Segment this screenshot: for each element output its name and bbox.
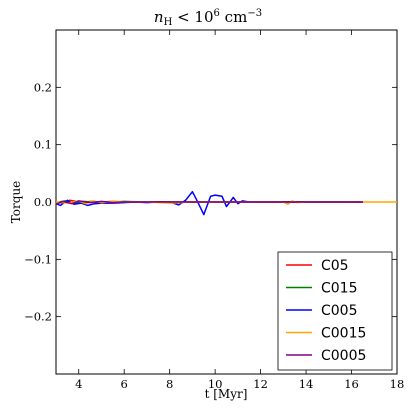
title-mid: < 10	[172, 8, 213, 26]
x-tick-label: 6	[121, 377, 128, 391]
legend-label: C0005	[321, 348, 366, 364]
y-tick-label: 0.1	[34, 138, 52, 152]
ticks: 4 6 8 10 12 14 16 18 0.2 0.1 0.0 −0.1 −0.2	[24, 30, 404, 391]
title-exp: 6	[214, 8, 220, 19]
y-tick-label: −0.2	[24, 310, 52, 324]
series-line-c0005	[55, 200, 363, 205]
series-lines	[55, 190, 397, 216]
x-tick-label: 8	[166, 377, 173, 391]
legend-label: C005	[321, 303, 358, 319]
legend-label: C015	[321, 281, 358, 297]
title-sub: H	[164, 17, 173, 28]
title-unit-exp: −3	[247, 8, 262, 19]
legend: C05 C015 C005 C0015 C0005	[277, 251, 393, 371]
x-tick-label: 18	[390, 377, 405, 391]
title-n: n	[154, 8, 164, 26]
title-unit: cm	[220, 8, 247, 26]
y-tick-label: 0.2	[34, 80, 52, 94]
chart-title: nH < 106 cm−3	[154, 8, 262, 28]
legend-label: C05	[321, 258, 349, 274]
x-axis-label: t [Myr]	[205, 387, 248, 401]
legend-label: C0015	[321, 326, 366, 342]
x-tick-label: 14	[299, 377, 314, 391]
legend-box	[277, 251, 393, 371]
y-axis-label: Torque	[9, 181, 23, 224]
x-tick-label: 10	[208, 377, 223, 391]
y-tick-label: −0.1	[24, 252, 52, 266]
x-tick-label: 12	[253, 377, 268, 391]
x-tick-label: 4	[75, 377, 82, 391]
x-tick-label: 16	[344, 377, 359, 391]
y-tick-label: 0.0	[34, 195, 52, 209]
